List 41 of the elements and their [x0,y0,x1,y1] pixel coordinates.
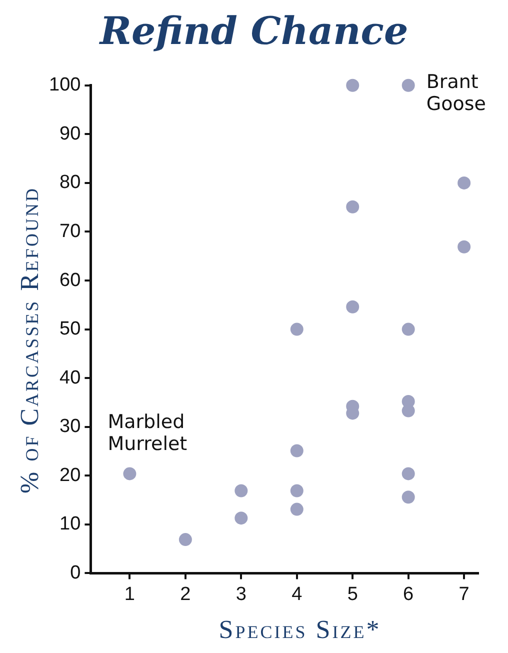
y-tick-label: 10 [60,514,81,535]
point [290,484,304,498]
point [123,467,136,480]
point [178,533,192,546]
annotation: Marbled Murrelet [108,411,188,456]
y-tick-label: 40 [60,367,81,388]
point [402,78,415,92]
x-tick-label: 5 [347,584,358,605]
point [234,484,248,498]
x-tick-label: 3 [236,584,246,605]
y-tick-label: 80 [60,172,81,194]
point [346,300,360,314]
x-axis-title: Species Size* [218,615,382,645]
y-tick-label: 70 [60,220,81,242]
y-tick-label: 100 [49,74,81,96]
point [402,467,415,480]
y-tick-label: 20 [60,464,81,486]
annotation: Brant Goose [426,70,486,115]
point [402,404,415,418]
x-tick-label: 7 [458,584,470,605]
point [346,78,360,92]
point [458,176,471,190]
point [458,240,471,254]
y-tick-label: 60 [60,270,81,291]
x-tick-label: 6 [403,584,414,605]
point [290,444,304,458]
point [290,322,304,336]
y-tick-label: 30 [60,416,81,438]
x-tick-label: 1 [124,584,135,605]
point [290,502,304,516]
x-tick-label: 4 [292,584,303,605]
point [346,200,360,214]
y-tick-label: 50 [60,318,81,340]
point [234,512,248,525]
x-tick-label: 2 [180,584,191,605]
y-tick-label: 0 [70,562,81,584]
y-tick-label: 90 [60,123,81,144]
point [402,322,415,336]
y-axis-title: % of Carcasses Refound [15,186,45,496]
chart-title: Refind Chance [98,8,410,53]
point [402,490,415,504]
